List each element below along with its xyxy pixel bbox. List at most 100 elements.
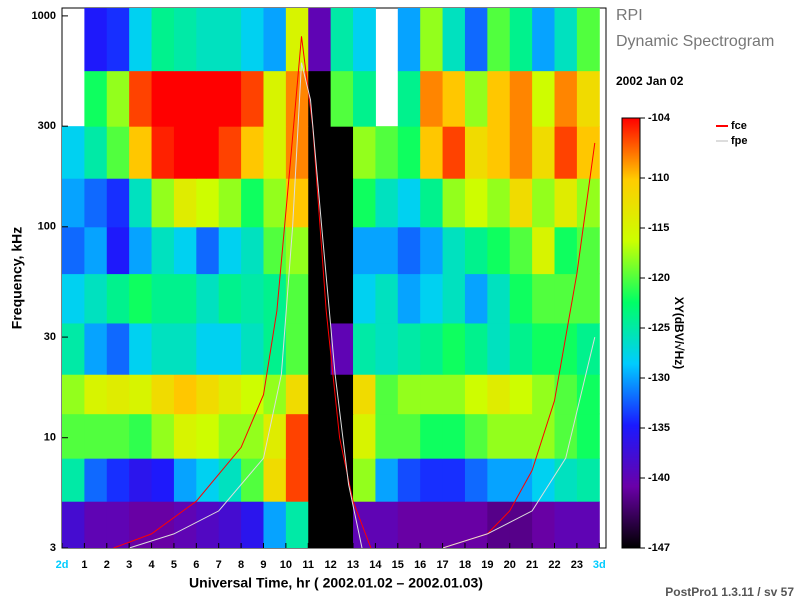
heat-cell <box>173 178 197 228</box>
heat-cell <box>151 226 175 275</box>
heat-cell <box>532 458 556 502</box>
heat-cell <box>62 501 85 548</box>
x-tick-label: 3 <box>126 559 132 571</box>
heat-cell <box>263 458 287 502</box>
heat-cell <box>509 413 533 459</box>
heat-cell <box>576 8 600 72</box>
heat-cell <box>532 70 556 127</box>
x-tick-label: 17 <box>436 559 448 571</box>
heat-cell <box>375 273 399 324</box>
heat-cell <box>554 8 578 72</box>
heat-cell <box>397 413 421 459</box>
heat-cell <box>106 501 130 548</box>
heat-cell <box>62 322 85 375</box>
heat-cell <box>420 501 444 548</box>
x-tick-label: 2d <box>56 559 69 571</box>
heat-cell <box>397 226 421 275</box>
heat-cell <box>442 273 466 324</box>
heat-cell <box>442 178 466 228</box>
heat-cell <box>397 322 421 375</box>
heat-cell <box>375 226 399 275</box>
heat-cell <box>84 322 108 375</box>
heat-cell <box>509 501 533 548</box>
heat-cell <box>487 226 511 275</box>
heat-cell <box>173 226 197 275</box>
heat-cell <box>509 374 533 415</box>
heat-cell <box>196 374 220 415</box>
heat-cell <box>241 322 264 375</box>
heat-cell <box>62 273 85 324</box>
heat-cell <box>464 458 488 502</box>
heat-cell <box>330 458 354 502</box>
heat-cell <box>218 178 242 228</box>
heat-cell <box>196 178 220 228</box>
heat-cell <box>397 70 421 127</box>
heat-cell <box>330 178 354 228</box>
heat-cell <box>151 178 175 228</box>
heat-cell <box>62 126 85 179</box>
heat-cell <box>241 226 264 275</box>
heat-cell <box>196 322 220 375</box>
x-tick-label: 13 <box>347 559 359 571</box>
heat-cell <box>84 226 108 275</box>
heat-cell <box>509 70 533 127</box>
heat-cell <box>330 501 354 548</box>
heat-cell <box>106 226 130 275</box>
heat-cell <box>308 8 332 72</box>
heat-cell <box>487 70 511 127</box>
heat-cell <box>353 70 376 127</box>
heat-cell <box>464 322 488 375</box>
x-tick-label: 6 <box>193 559 199 571</box>
heat-cell <box>464 413 488 459</box>
heat-cell <box>196 70 220 127</box>
heat-cell <box>554 178 578 228</box>
heat-cell <box>106 178 130 228</box>
heat-cell <box>420 226 444 275</box>
heat-cell <box>330 273 354 324</box>
heat-cell <box>106 8 130 72</box>
heat-cell <box>487 322 511 375</box>
heat-cell <box>375 501 399 548</box>
heat-cell <box>151 322 175 375</box>
heat-cell <box>285 458 309 502</box>
heat-cell <box>464 273 488 324</box>
heat-cell <box>464 501 488 548</box>
heat-cell <box>151 126 175 179</box>
heat-cell <box>554 458 578 502</box>
heat-cell <box>353 226 376 275</box>
heat-cell <box>464 126 488 179</box>
heat-cell <box>464 178 488 228</box>
heat-cell <box>129 374 153 415</box>
x-tick-label: 20 <box>504 559 516 571</box>
heat-cell <box>196 126 220 179</box>
heat-cell <box>375 374 399 415</box>
heat-cell <box>308 126 332 179</box>
heat-cell <box>487 126 511 179</box>
heat-cell <box>173 322 197 375</box>
heat-cell <box>173 126 197 179</box>
heat-cell <box>397 126 421 179</box>
heat-cell <box>554 273 578 324</box>
x-tick-label: 12 <box>325 559 337 571</box>
heat-cell <box>308 458 332 502</box>
legend-label: fpe <box>731 135 748 147</box>
heat-cell <box>106 322 130 375</box>
heat-cell <box>576 126 600 179</box>
heat-cell <box>308 273 332 324</box>
colorbar-tick-label: -125 <box>648 322 670 334</box>
heat-cell <box>151 413 175 459</box>
heat-cell <box>285 501 309 548</box>
heat-cell <box>554 501 578 548</box>
heat-cell <box>576 178 600 228</box>
heat-cell <box>285 322 309 375</box>
heat-cell <box>106 374 130 415</box>
heat-cell <box>420 322 444 375</box>
heat-cell <box>129 226 153 275</box>
heat-cell <box>353 458 376 502</box>
heat-cell <box>62 178 85 228</box>
heat-cell <box>375 458 399 502</box>
heat-cell <box>375 126 399 179</box>
heat-cell <box>308 413 332 459</box>
heat-cell <box>353 501 376 548</box>
heat-cell <box>263 178 287 228</box>
